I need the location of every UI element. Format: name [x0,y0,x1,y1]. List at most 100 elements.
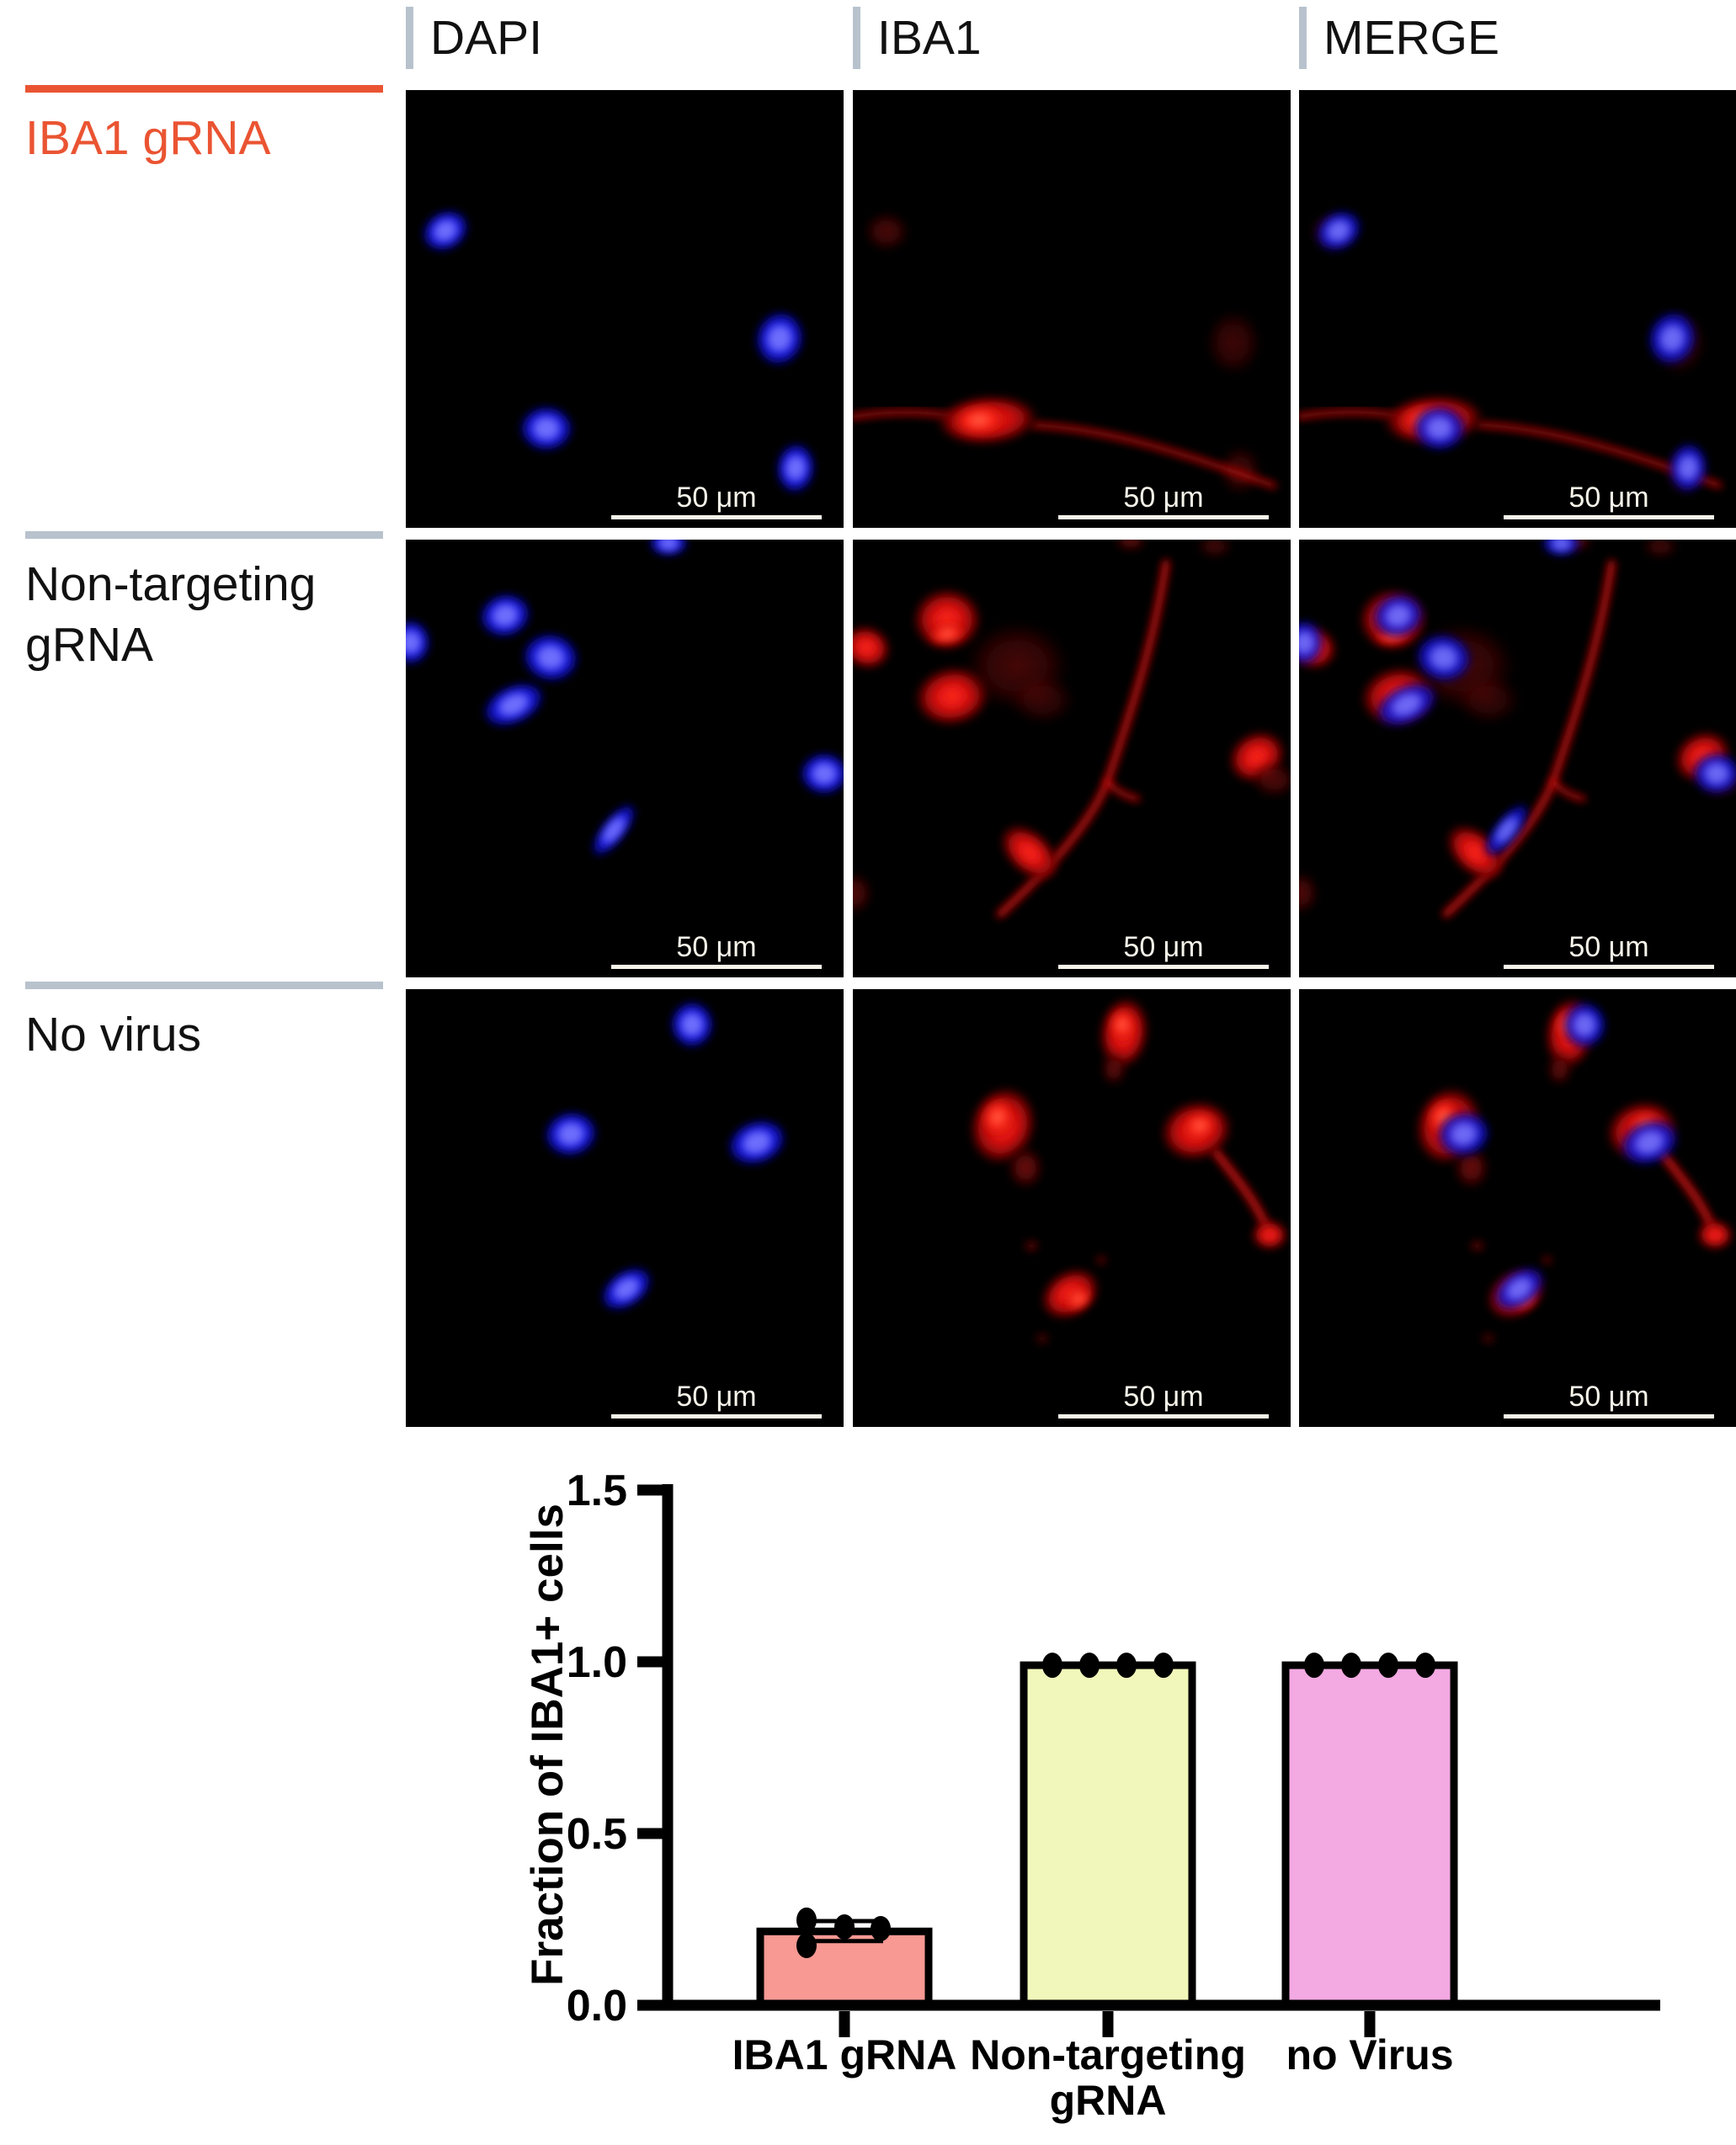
micrograph-image [406,90,844,528]
scale-bar: 50 μm [1058,1381,1269,1418]
scale-bar-line [1058,965,1269,969]
cell-nucleus-core [499,694,528,716]
cell-nucleus-core [659,540,678,550]
cell-nucleus-core [1705,764,1728,784]
micrograph-iba1-grna-merge: 50 μm [1299,90,1736,528]
iba1-cell-body [1180,1110,1220,1142]
scale-bar: 50 μm [1058,482,1269,519]
iba1-cell-body [978,1095,1017,1139]
micrograph-non-targeting-dapi: 50 μm [406,540,844,977]
scale-bar-line [1058,1414,1269,1418]
column-header-label: DAPI [430,11,543,65]
cell-nucleus-core [1392,694,1421,716]
scale-bar-line [611,515,822,519]
row-label-no-virus: No virus [25,982,387,1065]
bar-1 [1020,1661,1196,2009]
scale-bar-line [611,1414,822,1418]
iba1-cell-body [1468,1238,1486,1253]
micrograph-image [1299,90,1736,528]
iba1-cell-body [1094,1254,1108,1266]
micrograph-image [853,540,1291,977]
scale-bar: 50 μm [1504,1381,1714,1418]
cell-nucleus-core [558,1123,583,1145]
cell-nucleus-core [1451,1123,1477,1145]
column-header-iba1: IBA1 [853,7,982,69]
row-label-text: gRNA [25,618,154,672]
scale-bar-label: 50 μm [1123,482,1204,514]
iba1-cell-body [1100,1052,1127,1086]
cell-nucleus-core [1507,1278,1531,1299]
iba1-cell-body [925,621,969,647]
iba1-cell-body [1251,1220,1288,1250]
micrograph-image [1299,989,1736,1427]
row-divider [25,982,383,989]
scale-bar-label: 50 μm [676,931,757,963]
iba1-cell-body [1007,1146,1044,1190]
micrograph-background [406,90,844,528]
data-point [1341,1653,1361,1679]
scale-bar-label: 50 μm [676,482,757,514]
y-tick-label: 0.0 [567,1982,627,2031]
cell-nucleus-core [681,1013,703,1036]
data-point [1378,1653,1398,1679]
iba1-cell-body [1196,540,1233,558]
scale-bar-line [1058,515,1269,519]
data-point [1415,1653,1435,1679]
cell-nucleus-core [614,1278,639,1300]
x-tick-label: no Virus [1286,2031,1453,2078]
iba1-cell-body [1696,1219,1734,1250]
row-label-text: No virus [25,1008,202,1062]
micrograph-iba1-grna-iba1: 50 μm [853,90,1291,528]
scale-bar-line [1504,965,1714,969]
cell-nucleus-core [406,631,420,653]
cell-nucleus-core [1299,631,1313,653]
iba1-cell-body [1454,674,1522,726]
cell-nucleus-core [434,221,456,241]
iba1-cell-body [1114,540,1148,551]
scale-bar: 50 μm [611,1381,822,1418]
row-divider [25,85,383,93]
data-point [834,1913,855,1940]
scale-bar-line [1504,515,1714,519]
cell-nucleus-core [743,1131,771,1153]
micrograph-image [1299,540,1736,977]
data-point [871,1916,891,1942]
micrograph-background [853,989,1291,1427]
micrograph-no-virus-iba1: 50 μm [853,989,1291,1427]
cell-nucleus-core [603,817,625,843]
data-point [1153,1653,1174,1679]
iba1-cell-body [1218,445,1262,496]
micrograph-non-targeting-merge: 50 μm [1299,540,1736,977]
cell-nucleus-core [493,604,518,626]
scale-bar-label: 50 μm [1568,1381,1649,1413]
scale-bar-label: 50 μm [1568,482,1649,514]
micrograph-background [1299,90,1736,528]
cell-nucleus-core [537,646,564,669]
x-tick-label: Non-targeting [970,2031,1246,2078]
micrograph-background [853,90,1291,528]
scale-bar: 50 μm [1058,931,1269,969]
iba1-cell-body [1250,761,1291,798]
iba1-cell-body [1107,1006,1137,1043]
scale-bar: 50 μm [611,482,822,519]
cell-nucleus-core [812,764,836,784]
iba1-cell-body [1023,1239,1040,1253]
data-point [1116,1653,1137,1679]
cell-nucleus-core [534,418,559,439]
micrograph-non-targeting-iba1: 50 μm [853,540,1291,977]
data-point [796,1933,817,1959]
scale-bar-label: 50 μm [1123,1381,1204,1413]
column-header-label: IBA1 [877,11,982,65]
iba1-cell-body [1299,870,1319,915]
micrograph-no-virus-dapi: 50 μm [406,989,844,1427]
row-label-iba1-grna: IBA1 gRNA [25,85,387,168]
iba1-cell-body [999,823,1060,882]
bar-2 [1281,1661,1458,2009]
scale-bar-label: 50 μm [1123,931,1204,963]
micrograph-no-virus-merge: 50 μm [1299,989,1736,1427]
y-axis-title: Fraction of IBA1+ cells [523,1504,572,1986]
scale-bar-label: 50 μm [676,1381,757,1413]
header-accent-bar [1299,7,1307,69]
header-accent-bar [853,7,860,69]
